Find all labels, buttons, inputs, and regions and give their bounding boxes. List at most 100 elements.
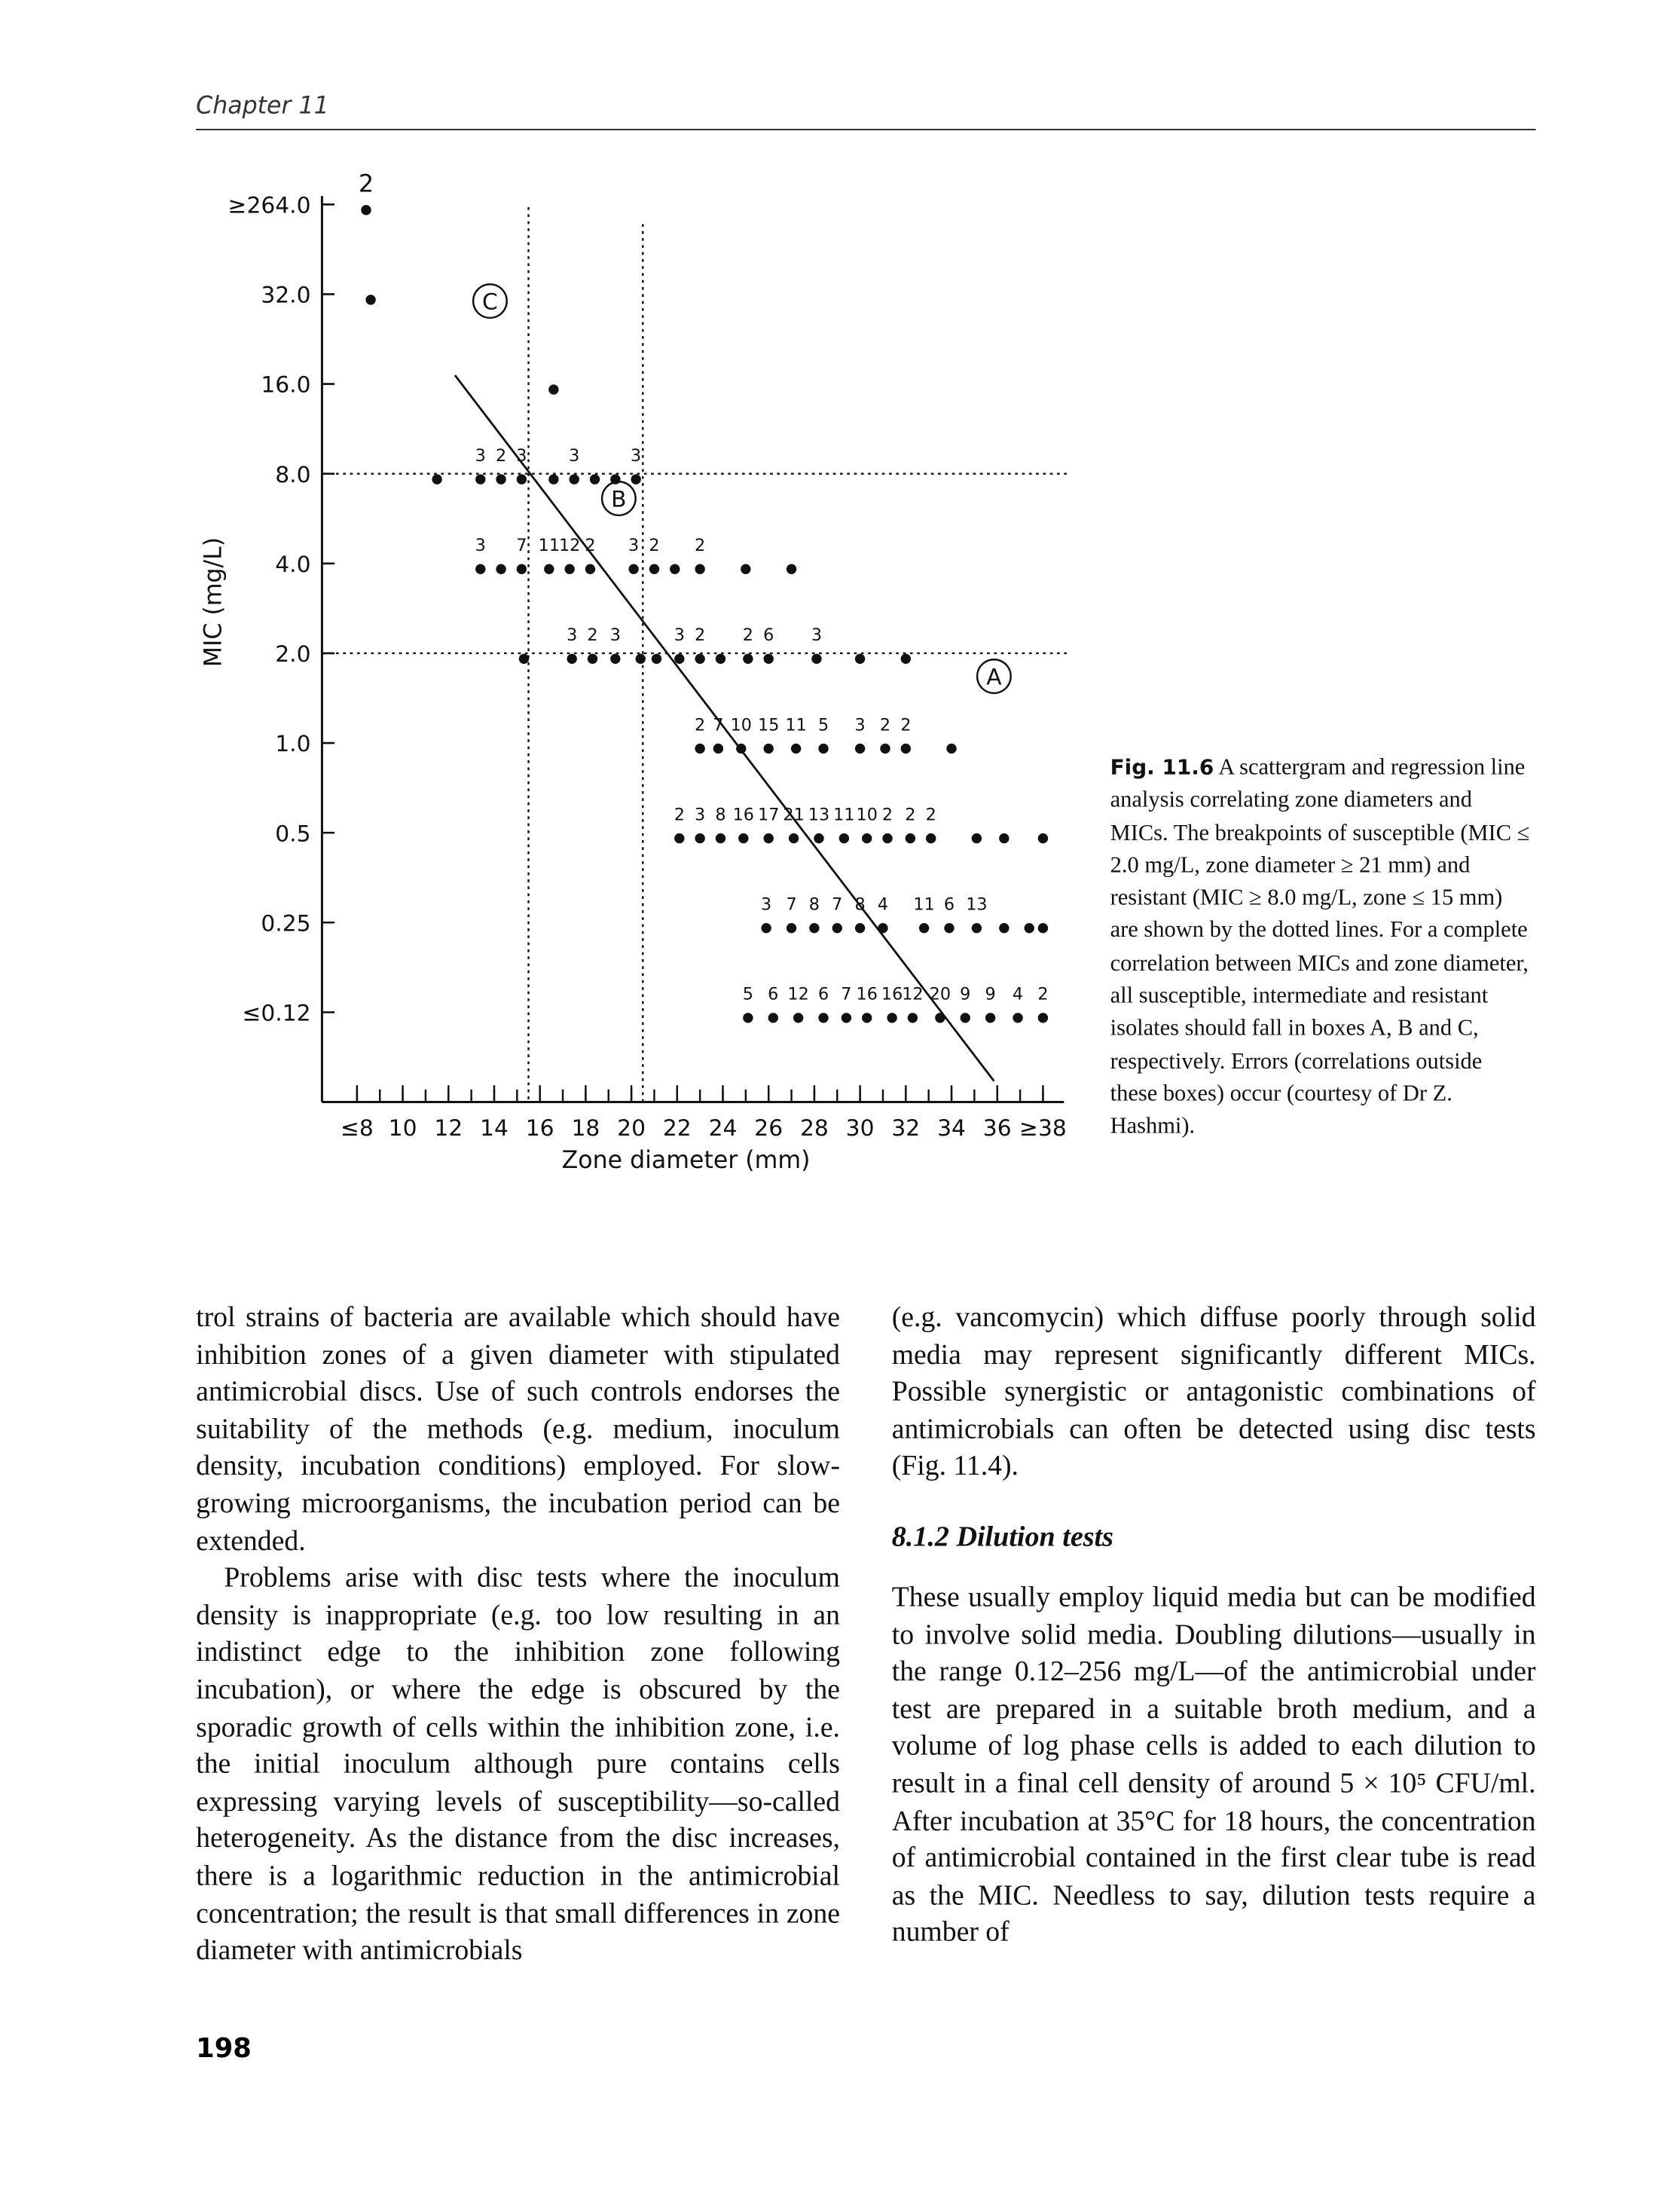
data-point <box>544 564 554 574</box>
data-point <box>695 743 705 754</box>
data-point <box>809 922 820 934</box>
data-point <box>880 743 890 754</box>
count-label: 7 <box>516 536 527 555</box>
y-axis-title: MIC (mg/L) <box>200 537 228 667</box>
data-point <box>548 474 559 485</box>
regression-line <box>454 375 995 1082</box>
running-header: Chapter 11 <box>196 92 329 121</box>
data-point <box>564 564 575 574</box>
data-point <box>651 653 662 665</box>
count-label: 6 <box>763 625 774 645</box>
count-label: 2 <box>695 625 705 645</box>
data-point <box>854 922 866 934</box>
data-point <box>674 833 685 844</box>
y-tick-label: 8.0 <box>275 462 310 488</box>
section-heading: 8.1.2 Dilution tests <box>891 1521 1113 1553</box>
count-label: 7 <box>713 715 723 735</box>
data-point <box>818 1013 829 1023</box>
x-tick-label: 16 <box>526 1115 554 1142</box>
count-label: 2 <box>926 805 936 824</box>
count-label: 2 <box>695 715 705 735</box>
count-label: 4 <box>1013 985 1023 1004</box>
count-label: 6 <box>768 985 778 1004</box>
x-tick-label: 24 <box>709 1115 738 1142</box>
count-label: 8 <box>855 895 866 915</box>
data-point <box>790 743 802 754</box>
count-label: 20 <box>930 985 951 1004</box>
caption-text: A scattergram and regression line analys… <box>1110 753 1530 1139</box>
count-label: 6 <box>944 895 955 915</box>
data-point <box>475 564 486 574</box>
count-label: 2 <box>674 805 685 824</box>
data-point <box>587 653 598 665</box>
y-tick-label: 0.25 <box>261 910 310 937</box>
data-point <box>610 653 621 665</box>
count-label: 9 <box>960 985 970 1004</box>
data-point <box>518 653 530 665</box>
data-point <box>585 564 596 574</box>
data-point <box>900 653 912 665</box>
data-point <box>761 922 771 934</box>
data-point <box>788 833 799 844</box>
data-point <box>832 922 842 934</box>
count-label: 3 <box>516 446 527 466</box>
count-label: 8 <box>715 805 725 824</box>
box-label-circle <box>472 283 508 319</box>
x-tick-label: ≥38 <box>1019 1115 1067 1142</box>
data-point <box>768 1013 778 1023</box>
data-point <box>926 833 936 844</box>
x-tick-label: 36 <box>983 1115 1012 1142</box>
data-point <box>878 922 888 934</box>
count-label: 6 <box>818 985 829 1004</box>
count-label: 3 <box>761 895 771 915</box>
data-point <box>960 1013 970 1023</box>
x-tick-label: 34 <box>937 1115 966 1142</box>
data-point <box>786 922 797 934</box>
x-tick-label: 20 <box>617 1115 646 1142</box>
count-label: 12 <box>902 985 923 1004</box>
paragraph: (e.g. vancomycin) which diffuse poorly t… <box>891 1302 1536 1482</box>
data-point <box>882 833 893 844</box>
x-axis-title: Zone diameter (mm) <box>562 1147 811 1174</box>
data-point <box>741 564 751 574</box>
paragraph: trol strains of bacteria are available w… <box>196 1302 840 1557</box>
count-label: 12 <box>559 536 580 555</box>
data-point <box>999 922 1010 934</box>
data-point <box>475 474 486 485</box>
data-point <box>713 743 724 754</box>
count-label: 2 <box>880 715 890 735</box>
x-tick-label: ≤8 <box>341 1115 374 1142</box>
x-tick-label: 26 <box>754 1115 783 1142</box>
x-tick-label: 22 <box>663 1115 692 1142</box>
x-tick-label: 10 <box>389 1115 417 1142</box>
data-point <box>946 743 957 754</box>
data-point <box>695 653 705 665</box>
count-label: 2 <box>882 805 893 824</box>
count-label: 2 <box>1037 985 1048 1004</box>
data-point <box>907 1013 918 1023</box>
box-label: A <box>986 665 1002 691</box>
count-label: 5 <box>743 985 753 1004</box>
x-tick-label: 14 <box>480 1115 509 1142</box>
y-tick-label: 16.0 <box>261 372 310 399</box>
count-label: 2 <box>649 536 659 555</box>
data-point <box>567 653 577 665</box>
page-number: 198 <box>196 2033 252 2065</box>
data-point <box>944 922 955 934</box>
data-point <box>971 922 982 934</box>
data-point <box>1024 922 1034 934</box>
data-point <box>631 474 641 485</box>
count-label: 3 <box>567 625 577 645</box>
data-point <box>738 833 749 844</box>
data-point <box>918 922 930 934</box>
box-label: B <box>611 487 626 513</box>
count-label: 3 <box>855 715 866 735</box>
data-point <box>649 564 660 574</box>
data-point <box>854 743 866 754</box>
count-label: 7 <box>841 985 851 1004</box>
data-point <box>635 653 646 665</box>
y-tick-label: ≤0.12 <box>242 1001 310 1027</box>
data-point <box>496 564 506 574</box>
count-label: 11 <box>833 805 854 824</box>
count-label: 3 <box>674 625 685 645</box>
